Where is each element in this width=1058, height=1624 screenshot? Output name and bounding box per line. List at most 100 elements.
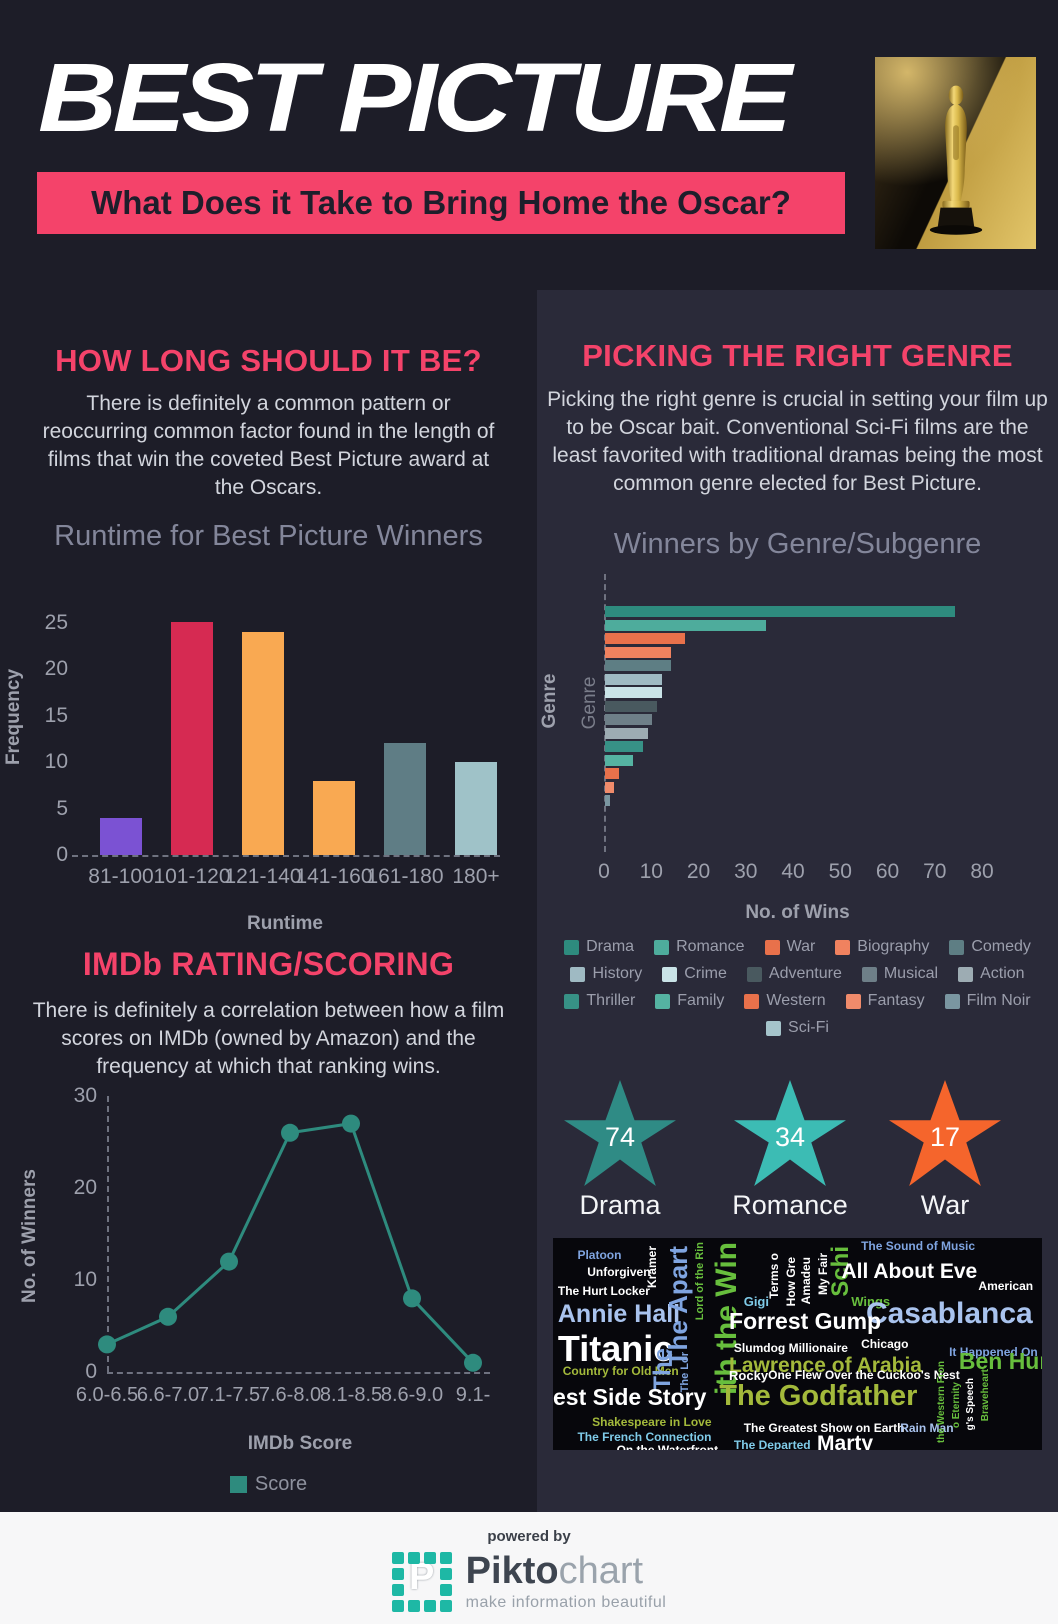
- cloud-word: The Godfather: [719, 1380, 918, 1413]
- legend-label: Biography: [857, 938, 930, 955]
- legend-item-Musical: Musical: [861, 965, 939, 983]
- bar-Drama: [605, 606, 955, 617]
- x-tick-label: 121-140: [224, 865, 302, 888]
- y-tick-label: 5: [56, 796, 68, 820]
- x-tick-label: 101-120: [153, 865, 231, 888]
- y-tick-label: 30: [73, 1084, 97, 1107]
- bar-War: [605, 633, 685, 644]
- logo-square: [391, 1600, 404, 1612]
- imdb-x-axis-label: IMDb Score: [247, 1433, 353, 1454]
- runtime-section-heading: HOW LONG SHOULD IT BE?: [55, 343, 482, 378]
- cloud-word: o Eternity: [950, 1382, 962, 1429]
- x-tick-label: 141-160: [295, 865, 373, 888]
- imdb-section-heading: IMDb RATING/SCORING: [82, 946, 455, 982]
- score-legend-label: Score: [254, 1473, 308, 1495]
- y-tick-label: 0: [85, 1360, 97, 1383]
- runtime-section-body: There is definitely a common pattern or …: [42, 392, 495, 499]
- y-tick-label: 15: [44, 703, 68, 727]
- logo-square: [439, 1568, 452, 1580]
- bar-History: [605, 673, 662, 685]
- cloud-word: The Departed: [733, 1438, 811, 1450]
- x-tick-label: 10: [639, 860, 663, 883]
- bar-Biography: [605, 646, 671, 658]
- legend-row: Thriller Family Western Fantasy Film Noir: [537, 992, 1058, 1010]
- legend-label: Comedy: [971, 938, 1031, 955]
- cloud-word: The Hurt Locker: [557, 1283, 650, 1298]
- logo-square: [391, 1584, 404, 1596]
- powered-by-text: powered by: [487, 1528, 571, 1545]
- x-tick-label: 7.6-8.0: [258, 1384, 322, 1406]
- star-value: 74: [604, 1122, 636, 1153]
- star-label: Drama: [579, 1190, 661, 1220]
- x-tick-label: 80: [970, 860, 994, 883]
- legend-swatch: [654, 939, 670, 955]
- legend-label: Romance: [676, 938, 745, 955]
- cloud-word: Forrest Gump: [729, 1308, 882, 1335]
- star-label: Romance: [732, 1190, 848, 1220]
- x-axis-line: [72, 855, 500, 857]
- bar-Musical: [605, 714, 652, 725]
- legend-swatch: [662, 966, 678, 982]
- genre-x-axis-label: No. of Wins: [745, 902, 850, 923]
- cloud-word: All About Eve: [841, 1260, 978, 1284]
- footer: powered by P Piktochart make information…: [0, 1512, 1058, 1624]
- score-legend-swatch: [229, 1476, 247, 1493]
- legend-row: History Crime Adventure Musical Action: [537, 965, 1058, 983]
- legend-item-Romance: Romance: [654, 938, 745, 956]
- star-label: War: [920, 1190, 970, 1220]
- bar-101-120: [171, 622, 213, 855]
- cloud-word: Unforgiven: [587, 1264, 651, 1279]
- genre-bar-chart: Genre Genre 0 10 20 30 40 50 60 70 80: [537, 566, 1058, 896]
- legend-item-Film Noir: Film Noir: [944, 992, 1031, 1010]
- cloud-word: Lawrence of Arabia: [729, 1353, 922, 1377]
- legend-label: Family: [677, 992, 725, 1009]
- cloud-word: Wings: [851, 1294, 891, 1310]
- legend-item-Adventure: Adventure: [746, 965, 842, 983]
- legend-item-War: War: [764, 938, 816, 956]
- x-axis-line: [107, 1372, 490, 1374]
- y-tick-label: 0: [56, 843, 68, 866]
- piktochart-logo: P Piktochart make information beautiful: [0, 1552, 1058, 1612]
- bar-Thriller: [605, 741, 643, 752]
- x-tick-label: 81-100: [88, 865, 154, 888]
- bar-180+: [455, 762, 497, 855]
- legend-item-Biography: Biography: [835, 938, 929, 956]
- cloud-word: American: [978, 1279, 1034, 1294]
- logo-square: [391, 1568, 404, 1580]
- x-tick-label: 40: [781, 860, 805, 883]
- cloud-word: Chicago: [861, 1336, 909, 1351]
- bar-Adventure: [605, 700, 657, 712]
- bar-121-140: [242, 632, 284, 855]
- legend-label: War: [786, 938, 816, 955]
- x-tick-label: 70: [923, 860, 947, 883]
- x-tick-label: 50: [828, 860, 852, 883]
- x-tick-label: 161-180: [366, 865, 444, 888]
- imdb-line-chart: No. of Winners IMDb Score Score 0 10 20 30 6…: [0, 1084, 537, 1515]
- genre-chart-title: Winners by Genre/Subgenre: [613, 528, 982, 560]
- oscar-statue-image: [875, 57, 1036, 249]
- legend-swatch: [564, 939, 580, 955]
- legend-swatch: [766, 1020, 782, 1036]
- cloud-word: The Greatest Show on Earth: [743, 1421, 905, 1436]
- genre-legend: Drama Romance War Biography Comedy History Cri…: [537, 938, 1058, 1037]
- piktochart-logo-icon: P: [391, 1552, 452, 1612]
- logo-square: [439, 1600, 452, 1612]
- logo-square: [439, 1552, 452, 1564]
- cloud-word: On the Waterfront: [616, 1442, 719, 1450]
- logo-square: [423, 1600, 436, 1612]
- piktochart-tagline: make information beautiful: [465, 1594, 667, 1611]
- legend-label: Action: [980, 965, 1025, 982]
- legend-swatch: [949, 939, 965, 955]
- legend-label: Adventure: [768, 965, 842, 982]
- legend-label: Western: [766, 992, 826, 1009]
- cloud-word: Braveheart: [979, 1369, 991, 1422]
- legend-label: Musical: [883, 965, 939, 982]
- logo-square: [407, 1600, 420, 1612]
- legend-item-Sci-Fi: Sci-Fi: [766, 1019, 829, 1037]
- y-axis-line: [604, 574, 606, 852]
- legend-label: Sci-Fi: [788, 1019, 829, 1036]
- bar-Comedy: [605, 660, 671, 671]
- runtime-x-axis-label: Runtime: [247, 913, 323, 934]
- cloud-word: est Side Story: [553, 1384, 707, 1411]
- x-tick-label: 60: [875, 860, 900, 883]
